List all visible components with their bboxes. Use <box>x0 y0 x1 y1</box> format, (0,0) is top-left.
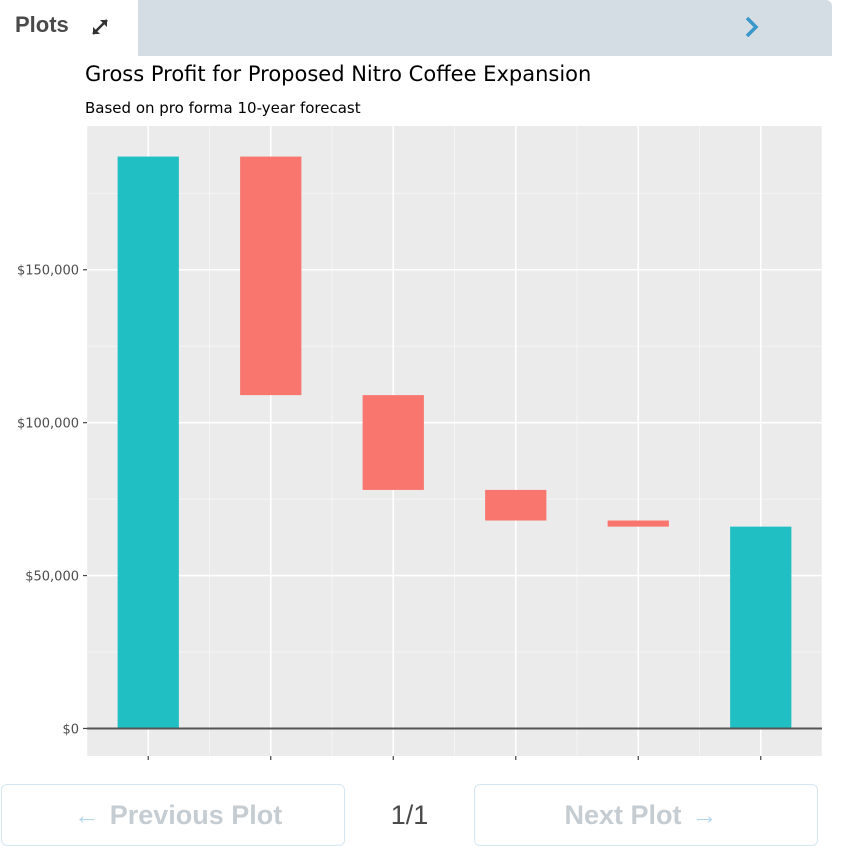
next-plot-button[interactable]: Next Plot → <box>474 784 818 846</box>
y-tick-label: $50,000 <box>25 570 79 585</box>
waterfall-bar-4 <box>485 489 547 521</box>
page-indicator: 1/1 <box>390 800 429 830</box>
arrow-left-icon: ← <box>73 799 100 830</box>
chevron-right-icon[interactable] <box>742 14 762 40</box>
plot-navigation: ← Previous Plot 1/1 Next Plot → <box>0 784 842 846</box>
chart-title: Gross Profit for Proposed Nitro Coffee E… <box>85 62 591 86</box>
next-plot-label: Next Plot <box>564 799 682 830</box>
waterfall-bar-2 <box>240 156 302 396</box>
plots-header: Plots <box>0 0 842 56</box>
plots-title: Plots <box>15 12 69 37</box>
arrow-right-icon: → <box>691 799 718 830</box>
y-tick-label: $150,000 <box>17 264 79 279</box>
header-bar <box>138 0 832 56</box>
waterfall-bar-1 <box>117 156 179 729</box>
waterfall-bar-5 <box>607 520 669 527</box>
y-tick-label: $100,000 <box>17 417 79 432</box>
waterfall-chart: Gross Profit for Proposed Nitro Coffee E… <box>17 62 823 760</box>
y-tick-label: $0 <box>62 722 79 737</box>
plot-area: Gross Profit for Proposed Nitro Coffee E… <box>0 56 832 776</box>
previous-plot-label: Previous Plot <box>109 799 283 830</box>
chart-subtitle: Based on pro forma 10-year forecast <box>85 99 361 117</box>
expand-icon[interactable] <box>88 15 112 39</box>
waterfall-bar-6 <box>730 526 792 729</box>
previous-plot-button[interactable]: ← Previous Plot <box>1 784 345 846</box>
waterfall-bar-3 <box>362 395 424 490</box>
